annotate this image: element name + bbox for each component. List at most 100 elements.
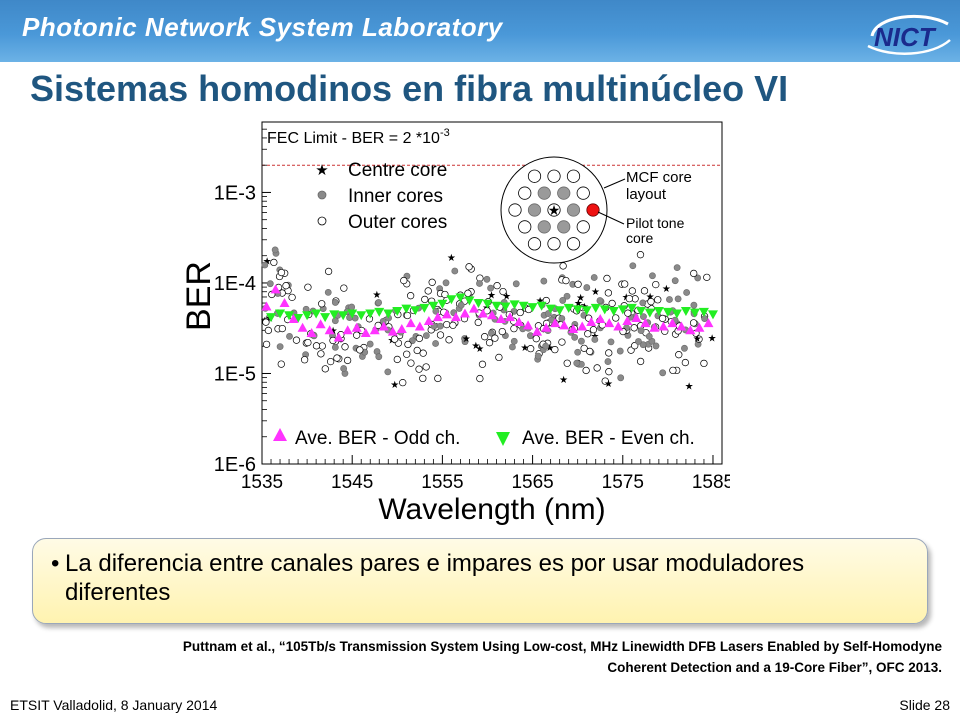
odd-avg-point — [459, 308, 470, 318]
inner-core-point — [616, 347, 624, 355]
even-avg-point — [590, 303, 601, 313]
legend-inner-cores-marker — [317, 190, 327, 200]
inner-core-point — [331, 299, 339, 306]
even-avg-point — [464, 296, 475, 306]
outer-core-point — [443, 320, 451, 329]
even-avg-point — [689, 308, 700, 318]
outer-core-point — [498, 327, 506, 336]
layout-label-line2: layout — [626, 186, 667, 203]
legend-centre-core-label: Centre core — [348, 160, 447, 181]
outer-core-point — [317, 350, 325, 358]
centre-core-star: ★ — [548, 203, 561, 219]
inner-core-point — [629, 262, 637, 270]
inner-core-point — [649, 272, 656, 280]
centre-core-point: ★ — [487, 291, 496, 302]
y-tick-label: 1E-4 — [214, 273, 256, 295]
odd-avg-point — [523, 320, 534, 330]
inner-core-point — [694, 274, 702, 282]
odd-avg-point — [649, 322, 660, 332]
inner-core — [537, 186, 551, 200]
legend-inner-cores-label: Inner cores — [348, 186, 443, 207]
centre-core-point: ★ — [502, 291, 511, 302]
inner-core-point — [571, 333, 579, 341]
even-avg-point — [275, 309, 286, 319]
even-avg-point — [302, 311, 313, 321]
outer-core-point — [356, 346, 364, 354]
inner-core-point — [331, 317, 339, 325]
centre-core — [547, 203, 561, 217]
inner-core-point — [573, 359, 581, 367]
inner-core-point — [578, 337, 585, 345]
outer-core-point — [593, 364, 601, 372]
inner-core-point — [659, 369, 667, 377]
inner-core-point — [375, 353, 383, 361]
outer-core-point — [605, 349, 613, 357]
outer-core-point — [419, 349, 427, 357]
inner-core-point — [476, 280, 483, 287]
outer-core-point — [288, 293, 296, 302]
outer-core-point — [582, 366, 590, 375]
outer-core-point — [278, 324, 286, 333]
x-tick-label: 1535 — [241, 472, 283, 493]
outer-core-point — [326, 357, 335, 366]
even-avg-point — [419, 303, 430, 313]
odd-avg-point — [315, 319, 326, 329]
odd-avg-point — [640, 318, 651, 328]
inner-core-point — [683, 289, 691, 296]
outer-core-point — [654, 296, 662, 304]
inner-core-point — [534, 352, 542, 360]
odd-avg-point — [586, 317, 597, 327]
outer-core-point — [353, 331, 361, 339]
outer-core-point — [605, 368, 613, 376]
outer-core-point — [312, 342, 321, 350]
inner-core-point — [559, 297, 567, 304]
x-tick-label: 1565 — [511, 472, 553, 493]
reference-line-1: Puttnam et al., “105Tb/s Transmission Sy… — [182, 639, 942, 654]
outer-core-point — [407, 359, 415, 367]
odd-avg-point — [333, 332, 344, 342]
series-even — [266, 293, 718, 324]
outer-core-point — [586, 347, 594, 356]
even-avg-point — [428, 301, 439, 311]
centre-core-point: ★ — [685, 381, 694, 392]
inner-core-point — [671, 277, 679, 285]
legend-bottom: Ave. BER - Odd ch. Ave. BER - Even ch. — [273, 428, 695, 449]
outer-core-point — [393, 355, 401, 364]
odd-avg-point — [667, 318, 678, 328]
inner-core-point — [604, 358, 612, 365]
odd-avg-point — [360, 328, 371, 338]
even-avg-point — [707, 310, 718, 320]
odd-avg-point — [685, 325, 696, 335]
even-avg-point — [410, 306, 421, 316]
even-avg-point — [401, 304, 412, 314]
logo-arc-bottom — [867, 39, 951, 55]
odd-avg-point — [342, 325, 353, 335]
layout-pointer — [603, 178, 626, 189]
centre-core-point: ★ — [604, 379, 613, 390]
inner-core-point — [574, 348, 582, 356]
inner-core-point — [366, 340, 374, 348]
inner-core-point — [690, 301, 698, 309]
even-avg-point — [680, 307, 691, 317]
bullet-dot: • — [51, 550, 60, 577]
inner-core-point — [509, 343, 516, 351]
odd-avg-point — [532, 326, 543, 336]
outer-core-point — [478, 360, 487, 368]
inner-core-point — [384, 368, 392, 376]
legend-odd-marker — [273, 428, 287, 441]
outer-core-point — [681, 358, 690, 367]
inner-core-point — [348, 303, 356, 311]
logo-text: NICT — [874, 22, 937, 52]
outer-core-point — [625, 294, 634, 303]
inner-core-point — [487, 284, 495, 292]
core-grid: ★ — [508, 169, 600, 251]
inner-core-point — [617, 374, 625, 382]
ber-chart: FEC Limit - BER = 2 *10-3 1E-31E-41E-51E… — [180, 121, 730, 526]
inner-core-point — [451, 267, 459, 275]
x-axis-label: Wavelength (nm) — [378, 493, 605, 526]
even-avg-point — [329, 310, 340, 320]
even-avg-point — [635, 307, 646, 317]
even-avg-point — [626, 303, 637, 313]
even-avg-point — [554, 306, 565, 316]
y-tick-label: 1E-6 — [214, 454, 256, 476]
